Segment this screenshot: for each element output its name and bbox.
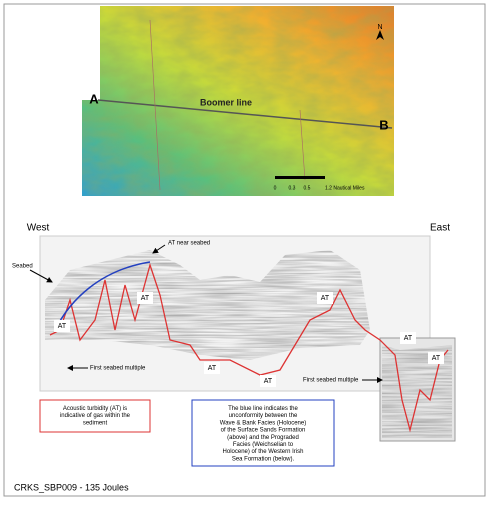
annotation: AT near seabed bbox=[168, 241, 210, 247]
at-label-box bbox=[428, 352, 444, 364]
legend-red: Acoustic turbidity (AT) is indicative of … bbox=[60, 406, 131, 426]
seismic-profile: West East AT near seabed Seabed First se… bbox=[12, 223, 456, 442]
frame bbox=[3, 3, 486, 497]
annotation: Seabed bbox=[12, 264, 33, 270]
at-label-box bbox=[204, 362, 220, 374]
at-label-box bbox=[137, 292, 153, 304]
at-label: AT bbox=[432, 355, 441, 362]
at-label: AT bbox=[321, 295, 330, 302]
at-label: AT bbox=[208, 365, 217, 372]
legend-line: of the Surface Sands Formation bbox=[221, 427, 306, 433]
annotation: First seabed multiple bbox=[90, 366, 146, 372]
at-label-box bbox=[400, 332, 416, 344]
legend-line: sediment bbox=[83, 420, 108, 426]
scale-label: 1.2 Nautical Miles bbox=[325, 185, 365, 191]
legend-red-box bbox=[39, 399, 151, 433]
legend-line: indicative of gas within the bbox=[60, 413, 131, 419]
legend-line: Facies (Weichselian to bbox=[233, 442, 294, 448]
scale-label: 0.3 bbox=[289, 185, 296, 191]
at-label: AT bbox=[141, 295, 150, 302]
legend-blue-box bbox=[191, 399, 335, 467]
at-label-box bbox=[260, 375, 276, 387]
at-label-box bbox=[54, 320, 70, 332]
legend-line: Wave & Bank Facies (Holocene) bbox=[220, 420, 306, 426]
at-label: AT bbox=[264, 378, 273, 385]
line-label: Boomer line bbox=[200, 97, 252, 107]
at-label: AT bbox=[404, 335, 413, 342]
point-b: B bbox=[379, 117, 388, 132]
east-label: East bbox=[430, 223, 450, 234]
legend-line: unconformity between the bbox=[229, 413, 298, 419]
legend-blue: The blue line indicates the unconformity … bbox=[220, 406, 306, 462]
at-label-box bbox=[317, 292, 333, 304]
scale-label: 0.5 bbox=[304, 185, 311, 191]
legend-line: The blue line indicates the bbox=[228, 406, 298, 412]
north-label: N bbox=[377, 24, 382, 31]
legend-line: Holocene) of the Western Irish bbox=[223, 449, 304, 455]
point-a: A bbox=[89, 91, 99, 106]
scale-label: 0 bbox=[274, 185, 277, 191]
legend-line: Sea Formation (below). bbox=[232, 456, 295, 462]
legend-line: Acoustic turbidity (AT) is bbox=[63, 406, 127, 412]
at-label: AT bbox=[58, 323, 67, 330]
west-label: West bbox=[27, 223, 50, 234]
legend-line: (above) and the Prograded bbox=[227, 434, 299, 440]
annotation: First seabed multiple bbox=[303, 378, 359, 384]
bathymetry-map: N A B Boomer line 0 0.3 0.5 1.2 Nautical… bbox=[82, 6, 394, 196]
caption: CRKS_SBP009 - 135 Joules bbox=[14, 482, 129, 492]
